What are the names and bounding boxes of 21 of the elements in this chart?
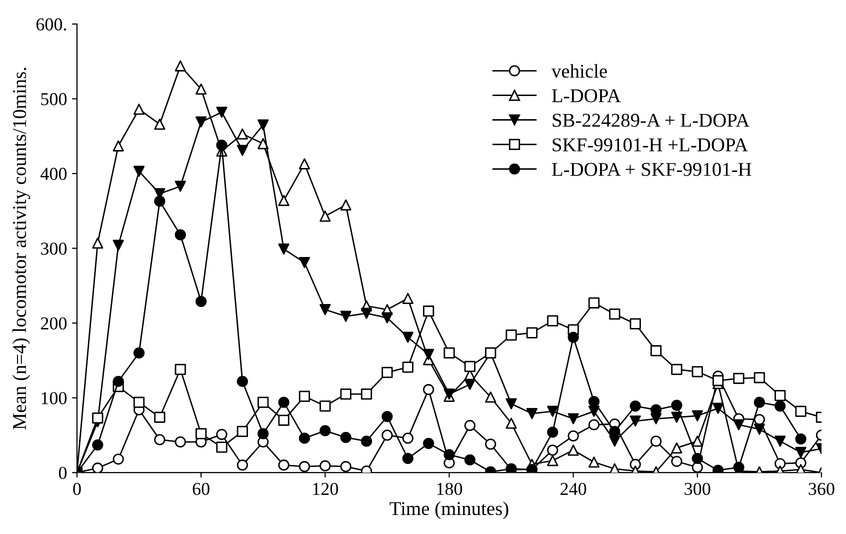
y-tick-label: 400 — [40, 168, 67, 180]
y-tick-label: 600. — [36, 18, 66, 31]
x-tick-label: 120 — [313, 482, 338, 496]
x-tick-label: 300 — [684, 482, 710, 496]
x-axis-title: Time (minutes) — [390, 501, 508, 520]
y-tick-label: 100 — [42, 392, 67, 404]
y-tick-label: 200 — [40, 317, 67, 330]
legend-label: L-DOPA — [552, 89, 621, 102]
legend-label: L-DOPA + SKF-99101-H — [552, 162, 752, 176]
y-tick-label: 500 — [41, 93, 67, 106]
y-tick-label: 0 — [58, 466, 67, 480]
y-tick-label: 300 — [41, 242, 67, 255]
legend-label: SKF-99101-H +L-DOPA — [552, 138, 748, 152]
legend-label: SB-224289-A + L-DOPA — [552, 114, 750, 127]
legend-label: vehicle — [551, 64, 607, 78]
y-axis-title: Mean (n=4) locomotor activity counts/10mins. — [12, 68, 30, 430]
x-tick-label: 0 — [73, 482, 81, 496]
x-tick-label: 180 — [437, 482, 462, 496]
x-tick-label: 360 — [808, 482, 834, 496]
x-tick-label: 240 — [560, 482, 586, 496]
x-tick-label: 60 — [192, 482, 210, 496]
